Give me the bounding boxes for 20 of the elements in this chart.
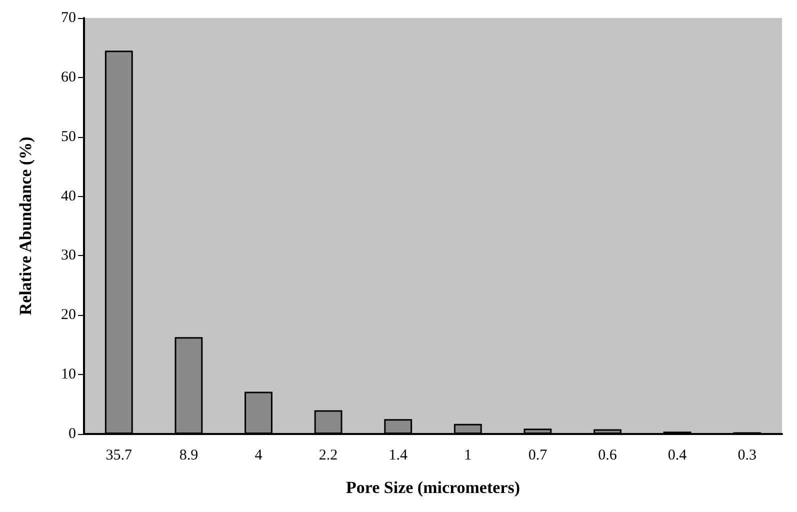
y-tick-label: 20 (61, 307, 76, 324)
x-tick-label: 0.3 (738, 448, 756, 464)
x-tick-label: 35.7 (106, 448, 133, 464)
y-tick-label: 60 (61, 69, 76, 86)
x-tick-label: 2.2 (318, 448, 338, 464)
x-tick-label: 1.4 (388, 448, 408, 464)
y-tick-label: 40 (61, 188, 76, 204)
x-tick-label: 0.4 (668, 448, 688, 464)
x-axis-title: Pore Size (micrometers) (346, 478, 520, 497)
x-tick-label: 0.7 (528, 448, 548, 464)
x-tick-label: 0.6 (598, 448, 618, 464)
y-tick-label: 50 (61, 128, 76, 145)
x-tick-label: 4 (254, 448, 263, 464)
y-axis-title: Relative Abundance (%) (16, 136, 35, 316)
x-tick-label: 8.9 (179, 448, 198, 464)
y-tick-label: 70 (61, 10, 76, 26)
x-tick-label: 1 (464, 448, 472, 464)
y-tick-label: 30 (61, 248, 76, 264)
y-tick-label: 10 (61, 366, 76, 383)
y-tick-label: 0 (68, 426, 76, 442)
